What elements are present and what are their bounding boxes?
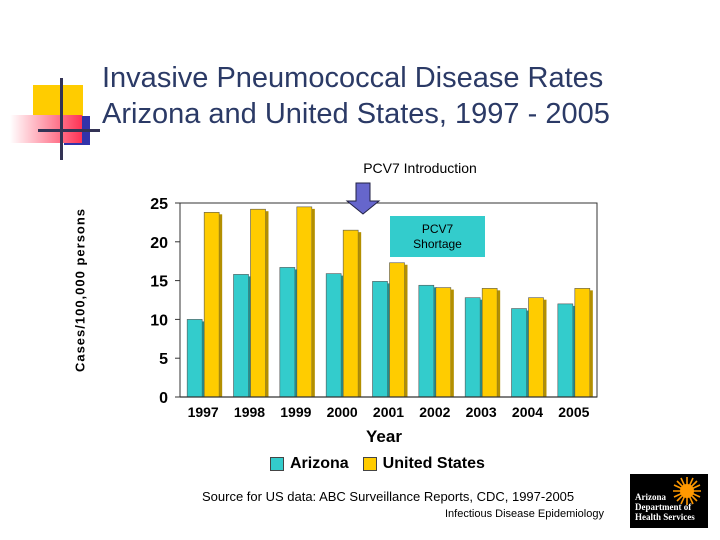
x-tick-label-2005: 2005 bbox=[558, 404, 589, 420]
bar-side-united-states-2002 bbox=[450, 289, 454, 397]
bar-side-arizona-2002 bbox=[433, 287, 437, 397]
page-title: Invasive Pneumococcal Disease Rates Ariz… bbox=[102, 60, 610, 132]
x-tick-label-2001: 2001 bbox=[373, 404, 404, 420]
title-line-1: Invasive Pneumococcal Disease Rates bbox=[102, 62, 604, 94]
x-tick-label-2004: 2004 bbox=[512, 404, 543, 420]
pcv7-introduction-label: PCV7 Introduction bbox=[363, 160, 477, 176]
bar-united-states-2002 bbox=[435, 287, 452, 398]
pcv7-shortage-callout: PCV7 Shortage bbox=[390, 216, 485, 257]
y-tick-label: 25 bbox=[150, 196, 168, 213]
decor-horizontal-line bbox=[38, 129, 100, 132]
bar-united-states-2001 bbox=[389, 262, 405, 398]
bar-side-arizona-2005 bbox=[572, 305, 576, 397]
source-note: Source for US data: ABC Surveillance Rep… bbox=[202, 489, 575, 504]
y-tick-label: 10 bbox=[150, 312, 168, 329]
logo-line-1: Arizona bbox=[635, 492, 666, 502]
x-tick-label-1997: 1997 bbox=[188, 404, 219, 420]
bar-arizona-2000 bbox=[325, 273, 342, 398]
x-axis-title: Year bbox=[366, 427, 402, 446]
footer-text: Infectious Disease Epidemiology bbox=[445, 508, 604, 520]
bar-arizona-2003 bbox=[464, 297, 481, 398]
legend-label-arizona: Arizona bbox=[290, 455, 349, 472]
pcv7-introduction-arrow bbox=[345, 182, 381, 215]
bar-united-states-1999 bbox=[296, 206, 313, 398]
legend-label-united-states: United States bbox=[382, 455, 485, 472]
legend-swatch-united-states bbox=[362, 457, 377, 471]
bar-side-arizona-2003 bbox=[480, 299, 484, 397]
legend-swatch-arizona bbox=[270, 457, 284, 471]
bar-united-states-2004 bbox=[528, 297, 544, 398]
bar-arizona-2004 bbox=[511, 308, 527, 398]
chart-legend: Arizona United States bbox=[270, 455, 485, 473]
bar-side-united-states-2000 bbox=[358, 232, 362, 397]
x-tick-label-2003: 2003 bbox=[466, 404, 497, 420]
bar-side-arizona-1999 bbox=[294, 269, 298, 397]
bar-united-states-2000 bbox=[342, 229, 359, 398]
x-tick-label-2002: 2002 bbox=[419, 404, 450, 420]
bar-united-states-2003 bbox=[481, 288, 498, 398]
shortage-line-1: PCV7 bbox=[421, 221, 454, 236]
bar-arizona-1998 bbox=[233, 274, 249, 398]
logo-line-2: Department of bbox=[635, 502, 692, 512]
x-tick-label-2000: 2000 bbox=[327, 404, 358, 420]
adhs-logo: Arizona Department of Health Services bbox=[630, 474, 708, 528]
title-line-2: Arizona and United States, 1997 - 2005 bbox=[102, 98, 610, 130]
decor-vertical-line bbox=[60, 78, 63, 160]
bar-arizona-2005 bbox=[557, 303, 574, 398]
bar-united-states-1997 bbox=[203, 212, 220, 398]
bar-arizona-1997 bbox=[186, 319, 203, 398]
sun-icon bbox=[673, 477, 701, 505]
bar-arizona-2002 bbox=[418, 284, 435, 398]
bar-side-united-states-2005 bbox=[589, 290, 593, 397]
x-tick-label-1999: 1999 bbox=[280, 404, 311, 420]
logo-line-3: Health Services bbox=[635, 512, 695, 522]
bar-arizona-2001 bbox=[372, 281, 388, 398]
bar-arizona-1999 bbox=[279, 267, 296, 398]
bar-side-arizona-2000 bbox=[341, 275, 345, 397]
bar-side-united-states-2004 bbox=[543, 299, 547, 397]
bar-side-united-states-2003 bbox=[497, 290, 501, 397]
bar-side-united-states-2001 bbox=[404, 264, 408, 397]
bar-side-united-states-1999 bbox=[311, 208, 315, 397]
bar-side-united-states-1998 bbox=[265, 211, 269, 397]
bar-side-arizona-1997 bbox=[202, 321, 206, 397]
bar-united-states-1998 bbox=[250, 208, 266, 398]
bar-side-united-states-1997 bbox=[219, 214, 223, 397]
x-tick-label-1998: 1998 bbox=[234, 404, 265, 420]
shortage-line-2: Shortage bbox=[413, 236, 462, 251]
y-tick-label: 5 bbox=[159, 351, 168, 368]
y-tick-label: 15 bbox=[150, 274, 168, 291]
bar-united-states-2005 bbox=[574, 288, 591, 398]
y-tick-label: 0 bbox=[159, 390, 168, 407]
y-tick-label: 20 bbox=[150, 235, 168, 252]
bar-side-arizona-2001 bbox=[387, 283, 391, 397]
bar-side-arizona-1998 bbox=[248, 276, 252, 397]
bar-side-arizona-2004 bbox=[526, 310, 530, 397]
